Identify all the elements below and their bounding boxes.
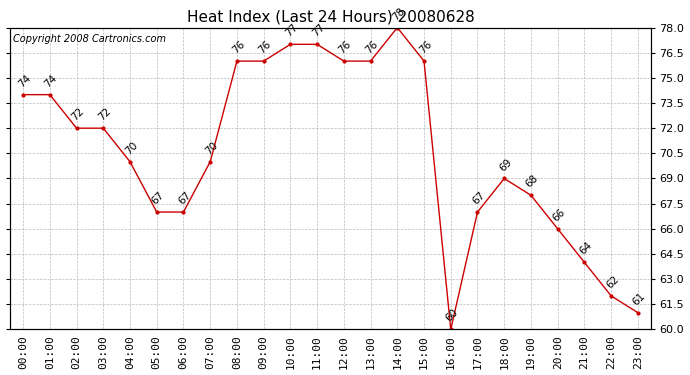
Text: 76: 76 bbox=[230, 39, 246, 56]
Text: 70: 70 bbox=[123, 140, 139, 156]
Text: 77: 77 bbox=[284, 22, 300, 39]
Text: 77: 77 bbox=[310, 22, 326, 39]
Text: 74: 74 bbox=[16, 73, 32, 89]
Text: 76: 76 bbox=[257, 39, 273, 56]
Text: 72: 72 bbox=[97, 106, 112, 123]
Text: 72: 72 bbox=[70, 106, 86, 123]
Text: 74: 74 bbox=[43, 73, 59, 89]
Text: 76: 76 bbox=[337, 39, 353, 56]
Text: 76: 76 bbox=[364, 39, 380, 56]
Text: 68: 68 bbox=[524, 173, 540, 190]
Title: Heat Index (Last 24 Hours) 20080628: Heat Index (Last 24 Hours) 20080628 bbox=[186, 10, 474, 25]
Text: 76: 76 bbox=[417, 39, 433, 56]
Text: 62: 62 bbox=[604, 274, 620, 290]
Text: 64: 64 bbox=[578, 240, 594, 257]
Text: 70: 70 bbox=[204, 140, 219, 156]
Text: 69: 69 bbox=[497, 156, 514, 173]
Text: 78: 78 bbox=[391, 6, 407, 22]
Text: 67: 67 bbox=[177, 190, 193, 207]
Text: 67: 67 bbox=[471, 190, 487, 207]
Text: 66: 66 bbox=[551, 207, 567, 223]
Text: 61: 61 bbox=[631, 291, 647, 307]
Text: 67: 67 bbox=[150, 190, 166, 207]
Text: Copyright 2008 Cartronics.com: Copyright 2008 Cartronics.com bbox=[13, 34, 166, 44]
Text: 60: 60 bbox=[444, 308, 460, 324]
